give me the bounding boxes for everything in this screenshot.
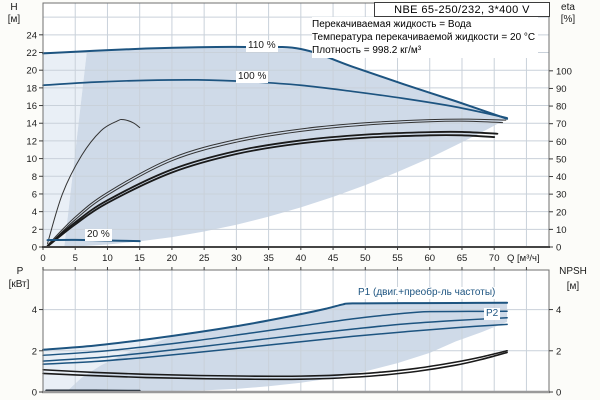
y2-axis-tick-label: 60	[556, 137, 567, 148]
x-axis-tick-label: 70	[489, 253, 500, 264]
y2-axis-tick-label: 10	[556, 225, 567, 236]
pump-model-label: NBE 65-250/232, 3*400 V	[374, 2, 550, 17]
curve-label-20-percent: 20 %	[85, 229, 112, 241]
y2-axis-tick-label: 80	[556, 102, 567, 113]
y-axis-tick-label: 2	[32, 225, 37, 236]
y2-axis-tick-label: 100	[556, 66, 572, 77]
x-axis-tick-label: 45	[328, 253, 339, 264]
x-axis-unit-label: Q [м³/ч]	[507, 253, 540, 264]
series-eta-100-b	[46, 134, 496, 248]
curve-label-100-percent: 100 %	[236, 71, 269, 83]
y-axis-tick-label: 18	[26, 83, 37, 94]
x-axis-tick-label: 60	[424, 253, 435, 264]
series-eta-110-b	[47, 120, 504, 247]
x-axis-tick-label: 55	[392, 253, 403, 264]
y2-axis-tick-label: 0	[556, 388, 561, 399]
series-eta-100-a	[46, 130, 499, 248]
y-axis-tick-label: 16	[26, 101, 37, 112]
x-axis-tick-label: 10	[102, 253, 113, 264]
y-axis-tick-label: 0	[32, 388, 37, 399]
y2-axis-tick-label: 50	[556, 154, 567, 165]
power-npsh-chart-canvas: 0 2 4 0 2 4	[32, 267, 561, 399]
x-axis-tick-label: 65	[457, 253, 468, 264]
series-p1-100-	[42, 310, 508, 357]
y2-axis-tick-label: 20	[556, 207, 567, 218]
x-axis-tick-label: 25	[199, 253, 210, 264]
info-line-liquid: Перекачиваемая жидкость = Вода	[312, 19, 472, 30]
series-eta-20-	[47, 118, 141, 244]
series-p2-110-	[42, 317, 508, 362]
info-line-density: Плотность = 998.2 кг/м³	[312, 45, 422, 56]
x-axis-tick-label: 40	[296, 253, 307, 264]
x-axis-tick-label: 20	[167, 253, 178, 264]
x-axis-tick-label: 5	[73, 253, 78, 264]
eta-axis-unit: [%]	[560, 14, 576, 25]
x-axis-tick-label: 50	[360, 253, 371, 264]
series-eta-110-a	[47, 118, 507, 246]
y-axis-tick-label: 4	[32, 305, 37, 316]
y-axis-tick-label: 4	[32, 207, 37, 218]
liquid-info-block: Перекачиваемая жидкость = Вода Температу…	[312, 17, 539, 58]
series-npsh-a	[42, 349, 508, 378]
npsh-axis-unit: [м]	[566, 281, 580, 292]
series-p2-100-	[42, 323, 508, 365]
y-axis-tick-label: 12	[26, 136, 37, 147]
y-axis-tick-label: 14	[26, 119, 37, 130]
operating-envelope-light	[43, 51, 87, 248]
h-axis-unit: [м]	[7, 14, 21, 25]
series-p1-110-	[42, 301, 509, 351]
x-axis-tick-label: 30	[231, 253, 242, 264]
p-axis-unit: [кВт]	[8, 279, 30, 290]
npsh-axis-title: NPSH	[559, 266, 587, 277]
y-axis-tick-label: 10	[26, 154, 37, 165]
curve-label-p2: P2	[484, 308, 501, 320]
y2-axis-tick-label: 40	[556, 172, 567, 183]
p-axis-title: P	[16, 266, 24, 277]
y2-axis-tick-label: 90	[556, 84, 567, 95]
y2-axis-tick-label: 30	[556, 190, 567, 201]
eta-axis-title: eta	[561, 2, 575, 13]
h-axis-title: H	[10, 2, 18, 13]
y-axis-tick-label: 2	[32, 346, 37, 357]
x-axis-tick-label: 15	[134, 253, 145, 264]
y-axis-tick-label: 8	[32, 172, 37, 183]
y-axis-tick-label: 22	[26, 48, 37, 59]
y2-axis-tick-label: 4	[556, 305, 561, 316]
y2-axis-tick-label: 0	[556, 243, 561, 254]
series-npsh-b	[42, 351, 508, 381]
y2-axis-tick-label: 70	[556, 119, 567, 130]
y-axis-tick-label: 6	[32, 189, 37, 200]
info-line-temperature: Температура перекачиваемой жидкости = 20…	[312, 32, 536, 43]
x-axis-tick-label: 35	[263, 253, 274, 264]
x-axis-tick-label: 0	[40, 253, 45, 264]
y-axis-tick-label: 0	[32, 243, 37, 254]
y2-axis-tick-label: 2	[556, 346, 561, 357]
curve-label-p1: P1 (двиг.+преобр-ль частоты)	[356, 287, 498, 299]
series-100-	[42, 78, 508, 119]
y-axis-tick-label: 20	[26, 66, 37, 77]
curve-label-110-percent: 110 %	[246, 40, 278, 52]
y-axis-tick-label: 24	[26, 30, 37, 41]
